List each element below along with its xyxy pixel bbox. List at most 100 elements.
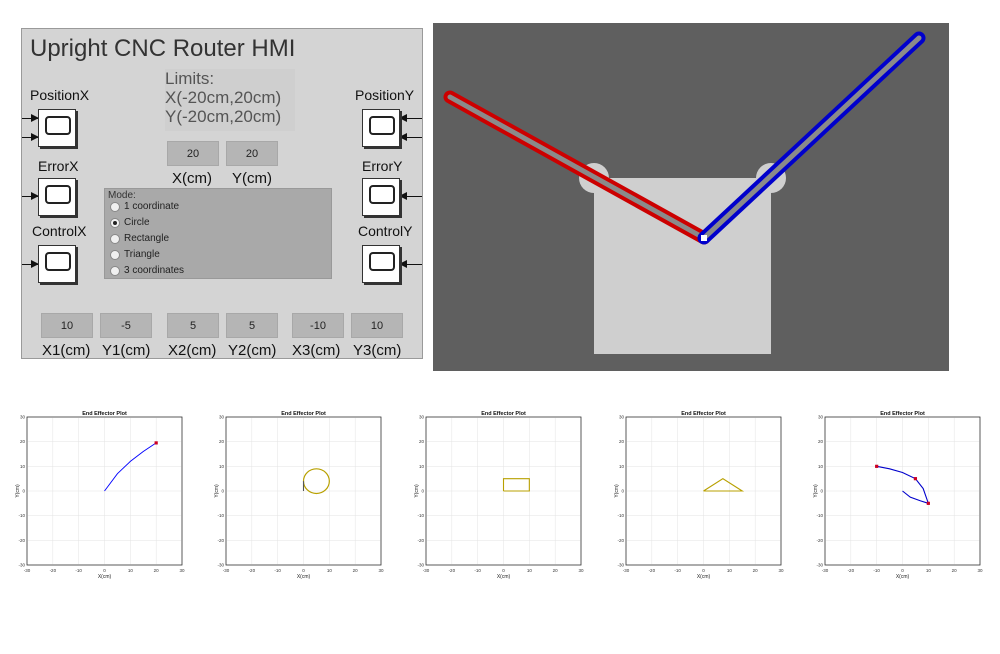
mode-option-1-coordinate[interactable]: 1 coordinate <box>110 201 179 212</box>
y-tick-label: -10 <box>18 513 25 518</box>
y-tick-label: -20 <box>217 538 224 543</box>
error-y-input-arrow <box>399 192 422 200</box>
x-tick-label: -30 <box>24 568 31 573</box>
right-arm-core <box>701 35 922 241</box>
y-axis-label: Y(cm) <box>813 484 819 498</box>
x-tick-label: 10 <box>926 568 932 573</box>
y-tick-label: 10 <box>20 464 26 469</box>
end-effector-plot-2: -30 -30 -20 -20 -10 -10 0 0 10 10 20 20 30 30 End Effe… <box>214 405 404 585</box>
y-tick-label: 10 <box>619 464 625 469</box>
x-tick-label: 0 <box>502 568 505 573</box>
y3-label: Y3(cm) <box>353 342 402 359</box>
point-marker <box>926 501 930 505</box>
control-x-input-arrow <box>22 260 39 268</box>
y-tick-label: 30 <box>219 415 225 420</box>
series-line <box>876 465 930 505</box>
position-y-scope[interactable] <box>362 109 400 147</box>
control-y-label: ControlY <box>358 223 413 239</box>
mode-option-3-coordinates[interactable]: 3 coordinates <box>110 265 184 276</box>
y-tick-label: -20 <box>417 538 424 543</box>
y3-display[interactable]: 10 <box>351 313 403 338</box>
x-tick-label: 10 <box>527 568 533 573</box>
hmi-title: Upright CNC Router HMI <box>30 35 296 62</box>
y-tick-label: 0 <box>820 489 823 494</box>
error-x-label: ErrorX <box>38 158 79 174</box>
mode-option-circle[interactable]: Circle <box>110 217 150 228</box>
x-tick-label: 20 <box>154 568 160 573</box>
mode-option-triangle[interactable]: Triangle <box>110 249 160 260</box>
y-tick-label: 30 <box>619 415 625 420</box>
series-line <box>104 442 157 492</box>
end-effector-plot-4: -30 -30 -20 -20 -10 -10 0 0 10 10 20 20 30 30 End Effe… <box>614 405 804 585</box>
x-tick-label: 20 <box>353 568 359 573</box>
y1-label: Y1(cm) <box>102 342 151 359</box>
plot-frame <box>225 416 382 566</box>
error-y-label: ErrorY <box>362 158 403 174</box>
y-axis-label: Y(cm) <box>414 484 420 498</box>
x-tick-label: -30 <box>423 568 430 573</box>
x-tick-label: 0 <box>702 568 705 573</box>
control-x-scope[interactable] <box>38 245 76 283</box>
mode-radio-group[interactable]: Mode: 1 coordinate Circle Rectangle Tria… <box>104 188 332 279</box>
x-axis-label: X(cm) <box>497 574 511 580</box>
point-marker <box>913 477 918 481</box>
x-tick-label: -30 <box>223 568 230 573</box>
left-arm-core <box>447 94 707 241</box>
position-x-label: PositionX <box>30 87 90 103</box>
x2-display[interactable]: 5 <box>167 313 219 338</box>
y-tick-label: -30 <box>417 563 424 568</box>
error-x-input-arrow <box>22 192 39 200</box>
y-tick-label: 20 <box>219 439 225 444</box>
y1-display[interactable]: -5 <box>100 313 152 338</box>
position-x-scope[interactable] <box>38 109 76 147</box>
target-y-display[interactable]: 20 <box>226 141 278 166</box>
target-y-label: Y(cm) <box>232 170 272 187</box>
control-y-input-arrow <box>399 260 422 268</box>
radio-button-icon <box>110 249 120 260</box>
x-axis-label: X(cm) <box>896 574 910 580</box>
end-effector-plot-5: -30 -30 -20 -20 -10 -10 0 0 10 10 20 20 30 30 End Effe… <box>813 405 1000 585</box>
y2-display[interactable]: 5 <box>226 313 278 338</box>
x-tick-label: 10 <box>727 568 733 573</box>
y-tick-label: 20 <box>818 439 824 444</box>
plot-title: End Effector Plot <box>481 411 526 417</box>
y-tick-label: -10 <box>816 513 823 518</box>
y-axis-label: Y(cm) <box>214 484 220 498</box>
error-x-scope[interactable] <box>38 178 76 216</box>
error-y-scope[interactable] <box>362 178 400 216</box>
plot-title: End Effector Plot <box>681 411 726 417</box>
control-y-scope[interactable] <box>362 245 400 283</box>
y-tick-label: -30 <box>217 563 224 568</box>
y-tick-label: 20 <box>619 439 625 444</box>
y-tick-label: 20 <box>20 439 26 444</box>
target-x-display[interactable]: 20 <box>167 141 219 166</box>
radio-button-selected-icon <box>110 217 120 228</box>
x3-display[interactable]: -10 <box>292 313 344 338</box>
position-y-label: PositionY <box>355 87 415 103</box>
x-tick-label: 20 <box>753 568 759 573</box>
series-line <box>502 478 530 492</box>
radio-button-icon <box>110 233 120 244</box>
x-tick-label: -10 <box>873 568 880 573</box>
mode-option-rectangle[interactable]: Rectangle <box>110 233 169 244</box>
x3-label: X3(cm) <box>292 342 341 359</box>
plot-title: End Effector Plot <box>82 411 127 417</box>
mode-title: Mode: <box>108 190 136 201</box>
x1-display[interactable]: 10 <box>41 313 93 338</box>
y2-label: Y2(cm) <box>228 342 277 359</box>
x-axis-label: X(cm) <box>697 574 711 580</box>
point-marker <box>154 441 158 445</box>
y-tick-label: 10 <box>419 464 425 469</box>
x-tick-label: 10 <box>327 568 333 573</box>
y-axis-label: Y(cm) <box>614 484 620 498</box>
radio-button-icon <box>110 265 120 276</box>
end-effector-plot-1: -30 -30 -20 -20 -10 -10 0 0 10 10 20 20 30 30 End Effe… <box>15 405 205 585</box>
control-x-label: ControlX <box>32 223 87 239</box>
plot-title: End Effector Plot <box>281 411 326 417</box>
y-tick-label: -20 <box>816 538 823 543</box>
end-effector <box>701 235 707 241</box>
robot-animation-view <box>433 23 949 371</box>
y-tick-label: 30 <box>20 415 26 420</box>
y-tick-label: 0 <box>22 489 25 494</box>
y-tick-label: 30 <box>419 415 425 420</box>
